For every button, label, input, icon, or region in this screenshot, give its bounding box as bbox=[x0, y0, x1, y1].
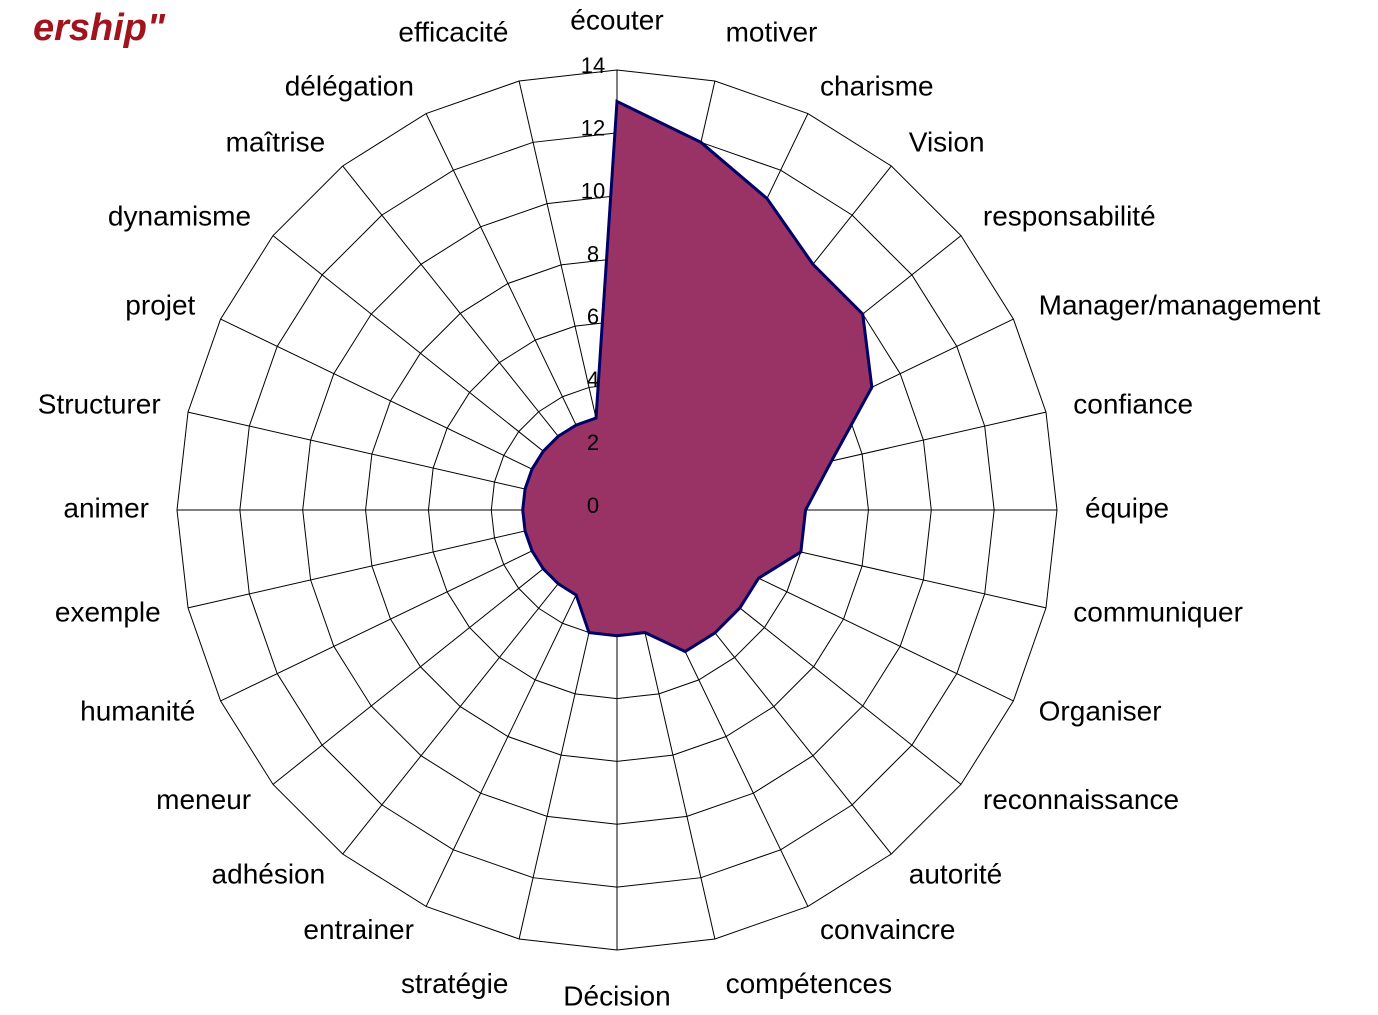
category-label: communiquer bbox=[1073, 597, 1243, 628]
category-label: dynamisme bbox=[108, 201, 251, 232]
tick-label: 4 bbox=[587, 367, 599, 392]
category-label: animer bbox=[63, 492, 149, 523]
category-label: Structurer bbox=[38, 388, 161, 419]
category-label: charisme bbox=[820, 71, 934, 102]
tick-label: 6 bbox=[587, 304, 599, 329]
tick-label: 2 bbox=[587, 430, 599, 455]
category-label: Vision bbox=[909, 126, 985, 157]
category-label: entrainer bbox=[303, 914, 414, 945]
category-label: reconnaissance bbox=[983, 784, 1179, 815]
category-label: efficacité bbox=[398, 17, 508, 48]
category-label: autorité bbox=[909, 858, 1002, 889]
category-label: maîtrise bbox=[226, 126, 326, 157]
category-label: Organiser bbox=[1039, 695, 1162, 726]
category-label: stratégie bbox=[401, 968, 508, 999]
category-label: motiver bbox=[726, 17, 818, 48]
category-label: confiance bbox=[1073, 388, 1193, 419]
tick-label: 14 bbox=[581, 53, 605, 78]
category-label: équipe bbox=[1085, 492, 1169, 523]
category-label: humanité bbox=[80, 695, 195, 726]
category-label: exemple bbox=[55, 597, 161, 628]
category-label: projet bbox=[125, 289, 195, 320]
tick-label: 10 bbox=[581, 179, 605, 204]
category-label: Manager/management bbox=[1039, 289, 1321, 320]
category-label: écouter bbox=[570, 4, 663, 35]
category-label: Décision bbox=[563, 980, 670, 1011]
tick-label: 12 bbox=[581, 116, 605, 141]
area bbox=[521, 99, 874, 654]
tick-label: 8 bbox=[587, 241, 599, 266]
category-label: délégation bbox=[285, 71, 414, 102]
tick-label: 0 bbox=[587, 493, 599, 518]
category-label: compétences bbox=[726, 968, 893, 999]
category-label: responsabilité bbox=[983, 201, 1156, 232]
category-label: convaincre bbox=[820, 914, 955, 945]
chart-title: ership" bbox=[33, 7, 166, 49]
category-label: meneur bbox=[156, 784, 251, 815]
category-label: adhésion bbox=[212, 858, 326, 889]
